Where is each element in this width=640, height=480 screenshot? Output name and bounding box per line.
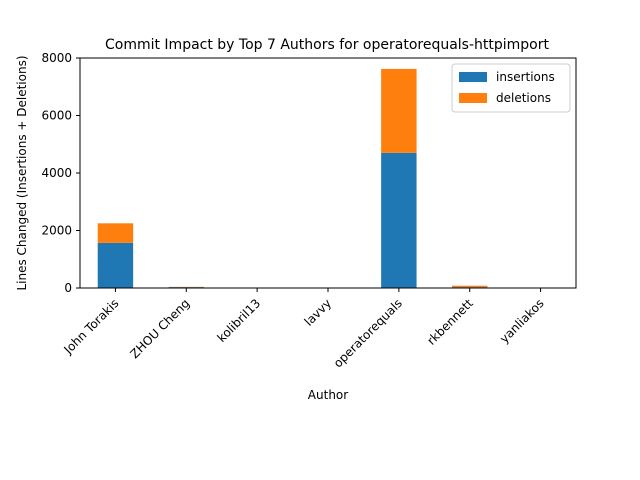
y-tick-label: 0 bbox=[64, 281, 72, 295]
chart-title: Commit Impact by Top 7 Authors for opera… bbox=[105, 37, 550, 53]
y-axis: 0 2000 4000 6000 8000 bbox=[41, 51, 80, 295]
legend-label-insertions: insertions bbox=[496, 70, 555, 84]
x-tick-label: ZHOU Cheng bbox=[127, 296, 192, 361]
x-tick-label: rkbennett bbox=[424, 296, 476, 348]
legend: insertions deletions bbox=[451, 63, 571, 113]
x-tick-label: kolibril13 bbox=[214, 296, 263, 345]
legend-label-deletions: deletions bbox=[496, 91, 551, 105]
x-tick-label: yanliakos bbox=[497, 296, 547, 346]
bar-deletions-5 bbox=[452, 285, 488, 288]
bar-insertions-4 bbox=[381, 152, 417, 289]
x-axis: John Torakis ZHOU Cheng kolibril13 lavvyope… bbox=[60, 288, 547, 370]
bar-insertions-0 bbox=[97, 242, 134, 288]
y-tick-label: 8000 bbox=[41, 51, 72, 65]
y-tick-label: 6000 bbox=[41, 109, 72, 123]
plot-area bbox=[97, 68, 559, 289]
legend-swatch-insertions bbox=[459, 72, 487, 82]
y-tick-label: 4000 bbox=[41, 166, 72, 180]
x-tick-label: lavvy bbox=[302, 296, 335, 329]
x-axis-label: Author bbox=[308, 388, 348, 402]
x-tick-label: operatorequals bbox=[331, 296, 405, 370]
y-tick-label: 2000 bbox=[41, 224, 72, 238]
bar-deletions-0 bbox=[97, 223, 134, 243]
x-tick-label: John Torakis bbox=[60, 296, 121, 357]
bar-deletions-4 bbox=[381, 68, 417, 153]
legend-swatch-deletions bbox=[459, 93, 487, 103]
y-axis-label: Lines Changed (Insertions + Deletions) bbox=[15, 55, 29, 290]
